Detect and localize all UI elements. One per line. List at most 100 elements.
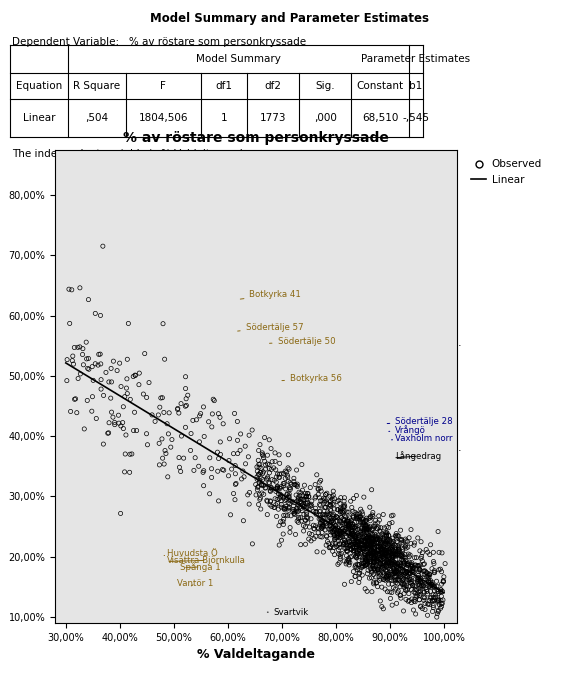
- Point: [384, 549, 394, 560]
- Point: [366, 548, 375, 559]
- Text: 1: 1: [221, 113, 228, 123]
- Point: [361, 552, 370, 563]
- Point: [263, 450, 272, 460]
- Point: [378, 562, 387, 573]
- Point: [360, 521, 369, 532]
- Point: [310, 493, 320, 504]
- Text: Södertälje 28: Södertälje 28: [387, 417, 453, 426]
- Point: [335, 525, 345, 536]
- Point: [94, 349, 104, 360]
- Point: [394, 531, 404, 542]
- Point: [300, 501, 309, 512]
- Point: [344, 553, 353, 563]
- Point: [374, 522, 383, 533]
- Point: [328, 528, 338, 539]
- Point: [375, 561, 384, 572]
- Point: [376, 574, 386, 584]
- Point: [96, 359, 105, 370]
- Point: [343, 521, 353, 532]
- Point: [368, 561, 378, 572]
- Point: [195, 410, 204, 421]
- Point: [358, 519, 368, 530]
- Point: [205, 488, 214, 499]
- Point: [303, 497, 312, 508]
- Point: [369, 546, 378, 557]
- Point: [431, 590, 440, 601]
- Point: [244, 498, 254, 509]
- Point: [73, 342, 82, 353]
- Point: [350, 530, 359, 541]
- Point: [331, 538, 340, 549]
- Point: [433, 597, 442, 607]
- Point: [357, 538, 367, 549]
- Point: [412, 591, 422, 601]
- Point: [279, 492, 288, 503]
- Point: [389, 563, 398, 574]
- Point: [422, 567, 431, 578]
- Point: [383, 536, 393, 546]
- Point: [365, 536, 374, 546]
- Point: [78, 343, 87, 354]
- Point: [380, 538, 390, 549]
- Point: [142, 392, 151, 403]
- Point: [395, 590, 405, 601]
- Point: [369, 552, 379, 563]
- Point: [282, 489, 291, 500]
- Point: [119, 423, 128, 434]
- Point: [346, 517, 356, 528]
- Point: [435, 599, 444, 610]
- Point: [207, 422, 217, 433]
- Point: [376, 536, 386, 547]
- Point: [317, 523, 327, 534]
- Point: [385, 518, 394, 529]
- Point: [360, 560, 369, 571]
- Text: F: F: [160, 81, 166, 91]
- Point: [305, 504, 314, 515]
- Point: [332, 532, 342, 543]
- Point: [425, 549, 434, 560]
- Point: [424, 577, 434, 588]
- Point: [419, 580, 428, 591]
- Point: [374, 549, 383, 559]
- Point: [399, 556, 408, 567]
- Text: ·: ·: [457, 446, 461, 456]
- Point: [375, 542, 384, 553]
- Point: [387, 538, 396, 549]
- Point: [236, 428, 245, 439]
- Point: [343, 526, 353, 537]
- Point: [336, 512, 346, 523]
- Point: [230, 408, 239, 419]
- Point: [416, 589, 426, 599]
- Point: [329, 500, 339, 511]
- Point: [419, 575, 428, 586]
- Point: [359, 492, 368, 502]
- Point: [404, 596, 413, 607]
- Point: [318, 520, 327, 531]
- Point: [387, 587, 397, 598]
- Point: [401, 534, 410, 544]
- Point: [292, 496, 302, 506]
- Point: [392, 567, 401, 578]
- Point: [325, 520, 335, 531]
- Point: [291, 529, 300, 540]
- Point: [332, 525, 342, 536]
- Point: [433, 581, 442, 592]
- Point: [255, 462, 264, 473]
- Point: [378, 550, 387, 561]
- Point: [368, 536, 378, 546]
- Point: [380, 548, 390, 559]
- Point: [214, 453, 223, 464]
- Point: [430, 567, 439, 578]
- Point: [384, 534, 393, 544]
- Point: [208, 409, 217, 420]
- Point: [349, 542, 358, 553]
- Point: [365, 551, 374, 561]
- Point: [114, 418, 123, 428]
- Point: [226, 509, 235, 520]
- Point: [381, 530, 390, 541]
- Point: [367, 546, 376, 557]
- Point: [344, 523, 353, 534]
- Point: [373, 544, 383, 555]
- Point: [255, 459, 265, 470]
- Point: [331, 523, 340, 534]
